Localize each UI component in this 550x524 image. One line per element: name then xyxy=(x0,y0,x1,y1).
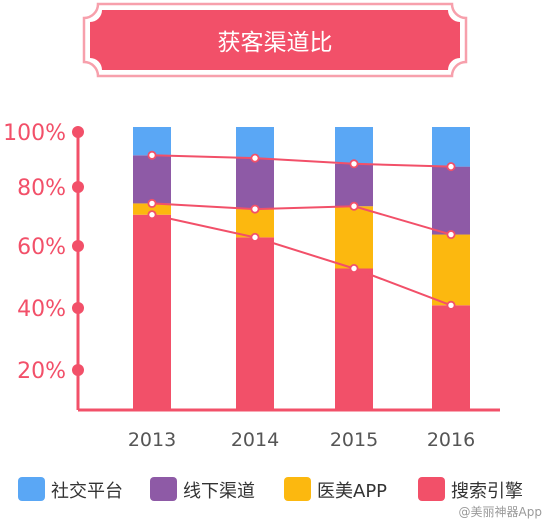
bar-segment xyxy=(133,127,171,156)
trend-point xyxy=(446,162,456,172)
title-banner-border xyxy=(82,2,468,78)
trend-point xyxy=(446,300,456,310)
x-tick-label: 2014 xyxy=(231,429,279,451)
legend-label: 医美APP xyxy=(317,481,387,502)
title-banner: 获客渠道比 xyxy=(82,2,468,78)
bar-segment xyxy=(133,214,171,410)
trend-line xyxy=(151,213,452,307)
bar-segment xyxy=(133,203,171,215)
trend-point xyxy=(250,153,260,163)
trend-line xyxy=(151,154,452,168)
bar-segment xyxy=(236,237,274,410)
legend-swatch xyxy=(150,477,177,501)
watermark: @美丽神器App xyxy=(458,505,542,519)
legend-swatch xyxy=(418,477,445,501)
bar-segment xyxy=(335,163,373,207)
y-tick-dot xyxy=(72,181,84,193)
trend-point xyxy=(147,198,157,208)
bar-segment xyxy=(335,127,373,164)
bar-segment xyxy=(236,209,274,238)
bar-segment xyxy=(432,127,470,167)
y-tick-dot xyxy=(72,364,84,376)
legend-label: 搜索引擎 xyxy=(451,481,523,502)
title-banner-fill xyxy=(90,10,460,70)
bar-segment xyxy=(432,166,470,235)
trend-point xyxy=(446,230,456,240)
y-tick-dot xyxy=(72,126,84,138)
y-tick-label: 60% xyxy=(17,235,66,260)
y-tick-dot xyxy=(72,302,84,314)
legend-swatch xyxy=(284,477,311,501)
bar-segment xyxy=(133,155,171,204)
bar-segment xyxy=(432,305,470,410)
trend-line xyxy=(151,202,452,236)
y-tick-label: 80% xyxy=(17,176,66,201)
bar-segment xyxy=(432,234,470,306)
legend: 社交平台 线下渠道 医美APP 搜索引擎 xyxy=(18,477,523,502)
legend-swatch xyxy=(18,477,45,501)
bar-segment xyxy=(335,206,373,269)
y-tick-label: 20% xyxy=(17,359,66,384)
chart-title: 获客渠道比 xyxy=(218,30,333,56)
x-tick-label: 2013 xyxy=(128,429,176,451)
trend-point xyxy=(349,263,359,273)
trend-point xyxy=(250,204,260,214)
plot-area: 20% 40% 60% 80% 100% 2013 2014 2015 2016 xyxy=(3,121,500,451)
legend-label: 社交平台 xyxy=(51,481,123,502)
bar-segment xyxy=(236,127,274,159)
trend-point xyxy=(349,159,359,169)
x-tick-label: 2016 xyxy=(427,429,475,451)
trend-point xyxy=(147,150,157,160)
bar-segment xyxy=(335,268,373,410)
trend-point xyxy=(250,232,260,242)
trend-point xyxy=(147,210,157,220)
y-tick-label: 100% xyxy=(3,121,66,146)
legend-label: 线下渠道 xyxy=(183,481,255,502)
y-tick-label: 40% xyxy=(17,297,66,322)
bar-segment xyxy=(236,158,274,210)
trend-point xyxy=(349,201,359,211)
x-tick-label: 2015 xyxy=(330,429,378,451)
y-tick-dot xyxy=(72,240,84,252)
